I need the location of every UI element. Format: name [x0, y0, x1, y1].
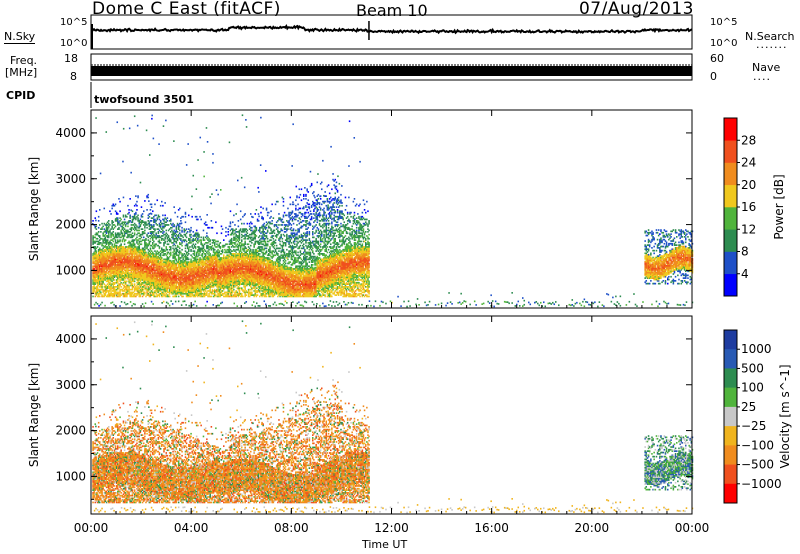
power-cell — [134, 281, 136, 283]
power-cell — [134, 243, 136, 245]
power-cell — [111, 243, 113, 245]
power-cell — [101, 223, 103, 225]
power-cell — [137, 195, 139, 197]
power-cell — [120, 219, 122, 221]
power-cell — [104, 208, 106, 210]
power-cell — [124, 219, 126, 221]
power-cell — [127, 205, 129, 207]
power-cell — [96, 228, 98, 230]
power-cell — [137, 217, 139, 219]
power-cell — [99, 235, 101, 237]
power-cell — [92, 296, 94, 298]
power-cell — [124, 243, 126, 245]
power-cell — [114, 279, 116, 281]
power-cell — [102, 226, 104, 228]
power-cell — [117, 213, 119, 215]
power-cell — [96, 250, 98, 252]
power-cell — [136, 237, 138, 239]
power-cell — [119, 239, 121, 241]
noise-sky-line — [91, 26, 692, 33]
power-cell — [119, 210, 121, 212]
power-cell — [136, 209, 138, 211]
power-cell — [100, 292, 102, 294]
power-cell — [117, 217, 119, 219]
power-cell — [111, 208, 113, 210]
power-cell — [113, 241, 115, 243]
power-cell — [98, 216, 100, 218]
radar-summary-plot: Dome C East (fitACF) Beam 10 07/Aug/2013… — [0, 0, 800, 554]
power-cell — [108, 220, 110, 222]
power-cell — [135, 195, 137, 197]
power-cell — [99, 224, 101, 226]
power-cell — [137, 215, 139, 217]
power-cell — [115, 204, 117, 206]
power-cell — [95, 217, 97, 219]
power-cell — [123, 197, 125, 199]
power-cell — [139, 230, 141, 232]
power-cell — [109, 224, 111, 226]
power-cell — [132, 283, 134, 285]
power-cell — [134, 232, 136, 234]
power-cell — [122, 232, 124, 234]
power-cell — [125, 239, 127, 241]
power-cell — [113, 231, 115, 233]
power-cell — [118, 198, 120, 200]
power-cell — [99, 209, 101, 211]
power-cell — [115, 226, 117, 228]
power-cell — [123, 215, 125, 217]
power-cell — [98, 227, 100, 229]
power-cell — [135, 212, 137, 214]
power-cell — [97, 238, 99, 240]
power-cell — [120, 286, 122, 288]
power-cell — [129, 215, 131, 217]
power-cell — [113, 221, 115, 223]
power-cell — [134, 283, 136, 285]
power-cell — [136, 205, 138, 207]
freq-band — [91, 66, 692, 76]
power-cell — [127, 226, 129, 228]
power-cell — [132, 232, 134, 234]
power-cell — [92, 220, 94, 222]
power-cell — [128, 212, 130, 214]
power-cell — [99, 296, 101, 298]
power-cell — [98, 231, 100, 233]
power-cell — [113, 234, 115, 236]
power-cell — [100, 231, 102, 233]
power-cell — [118, 227, 120, 229]
power-cell — [129, 198, 131, 200]
power-cell — [119, 201, 121, 203]
power-cell — [128, 209, 130, 211]
power-cell — [98, 220, 100, 222]
power-cell — [107, 239, 109, 241]
power-cell — [126, 281, 128, 283]
power-cell — [126, 216, 128, 218]
power-cell — [96, 226, 98, 228]
power-cell — [96, 210, 98, 212]
power-cell — [115, 239, 117, 241]
power-cell — [120, 243, 122, 245]
power-cell — [97, 246, 99, 248]
power-cell — [109, 210, 111, 212]
plot-canvas: 1000200030004000Slant Range [km]48121620… — [0, 0, 800, 554]
power-panel — [92, 114, 693, 307]
power-cell — [110, 213, 112, 215]
power-cell — [136, 201, 138, 203]
